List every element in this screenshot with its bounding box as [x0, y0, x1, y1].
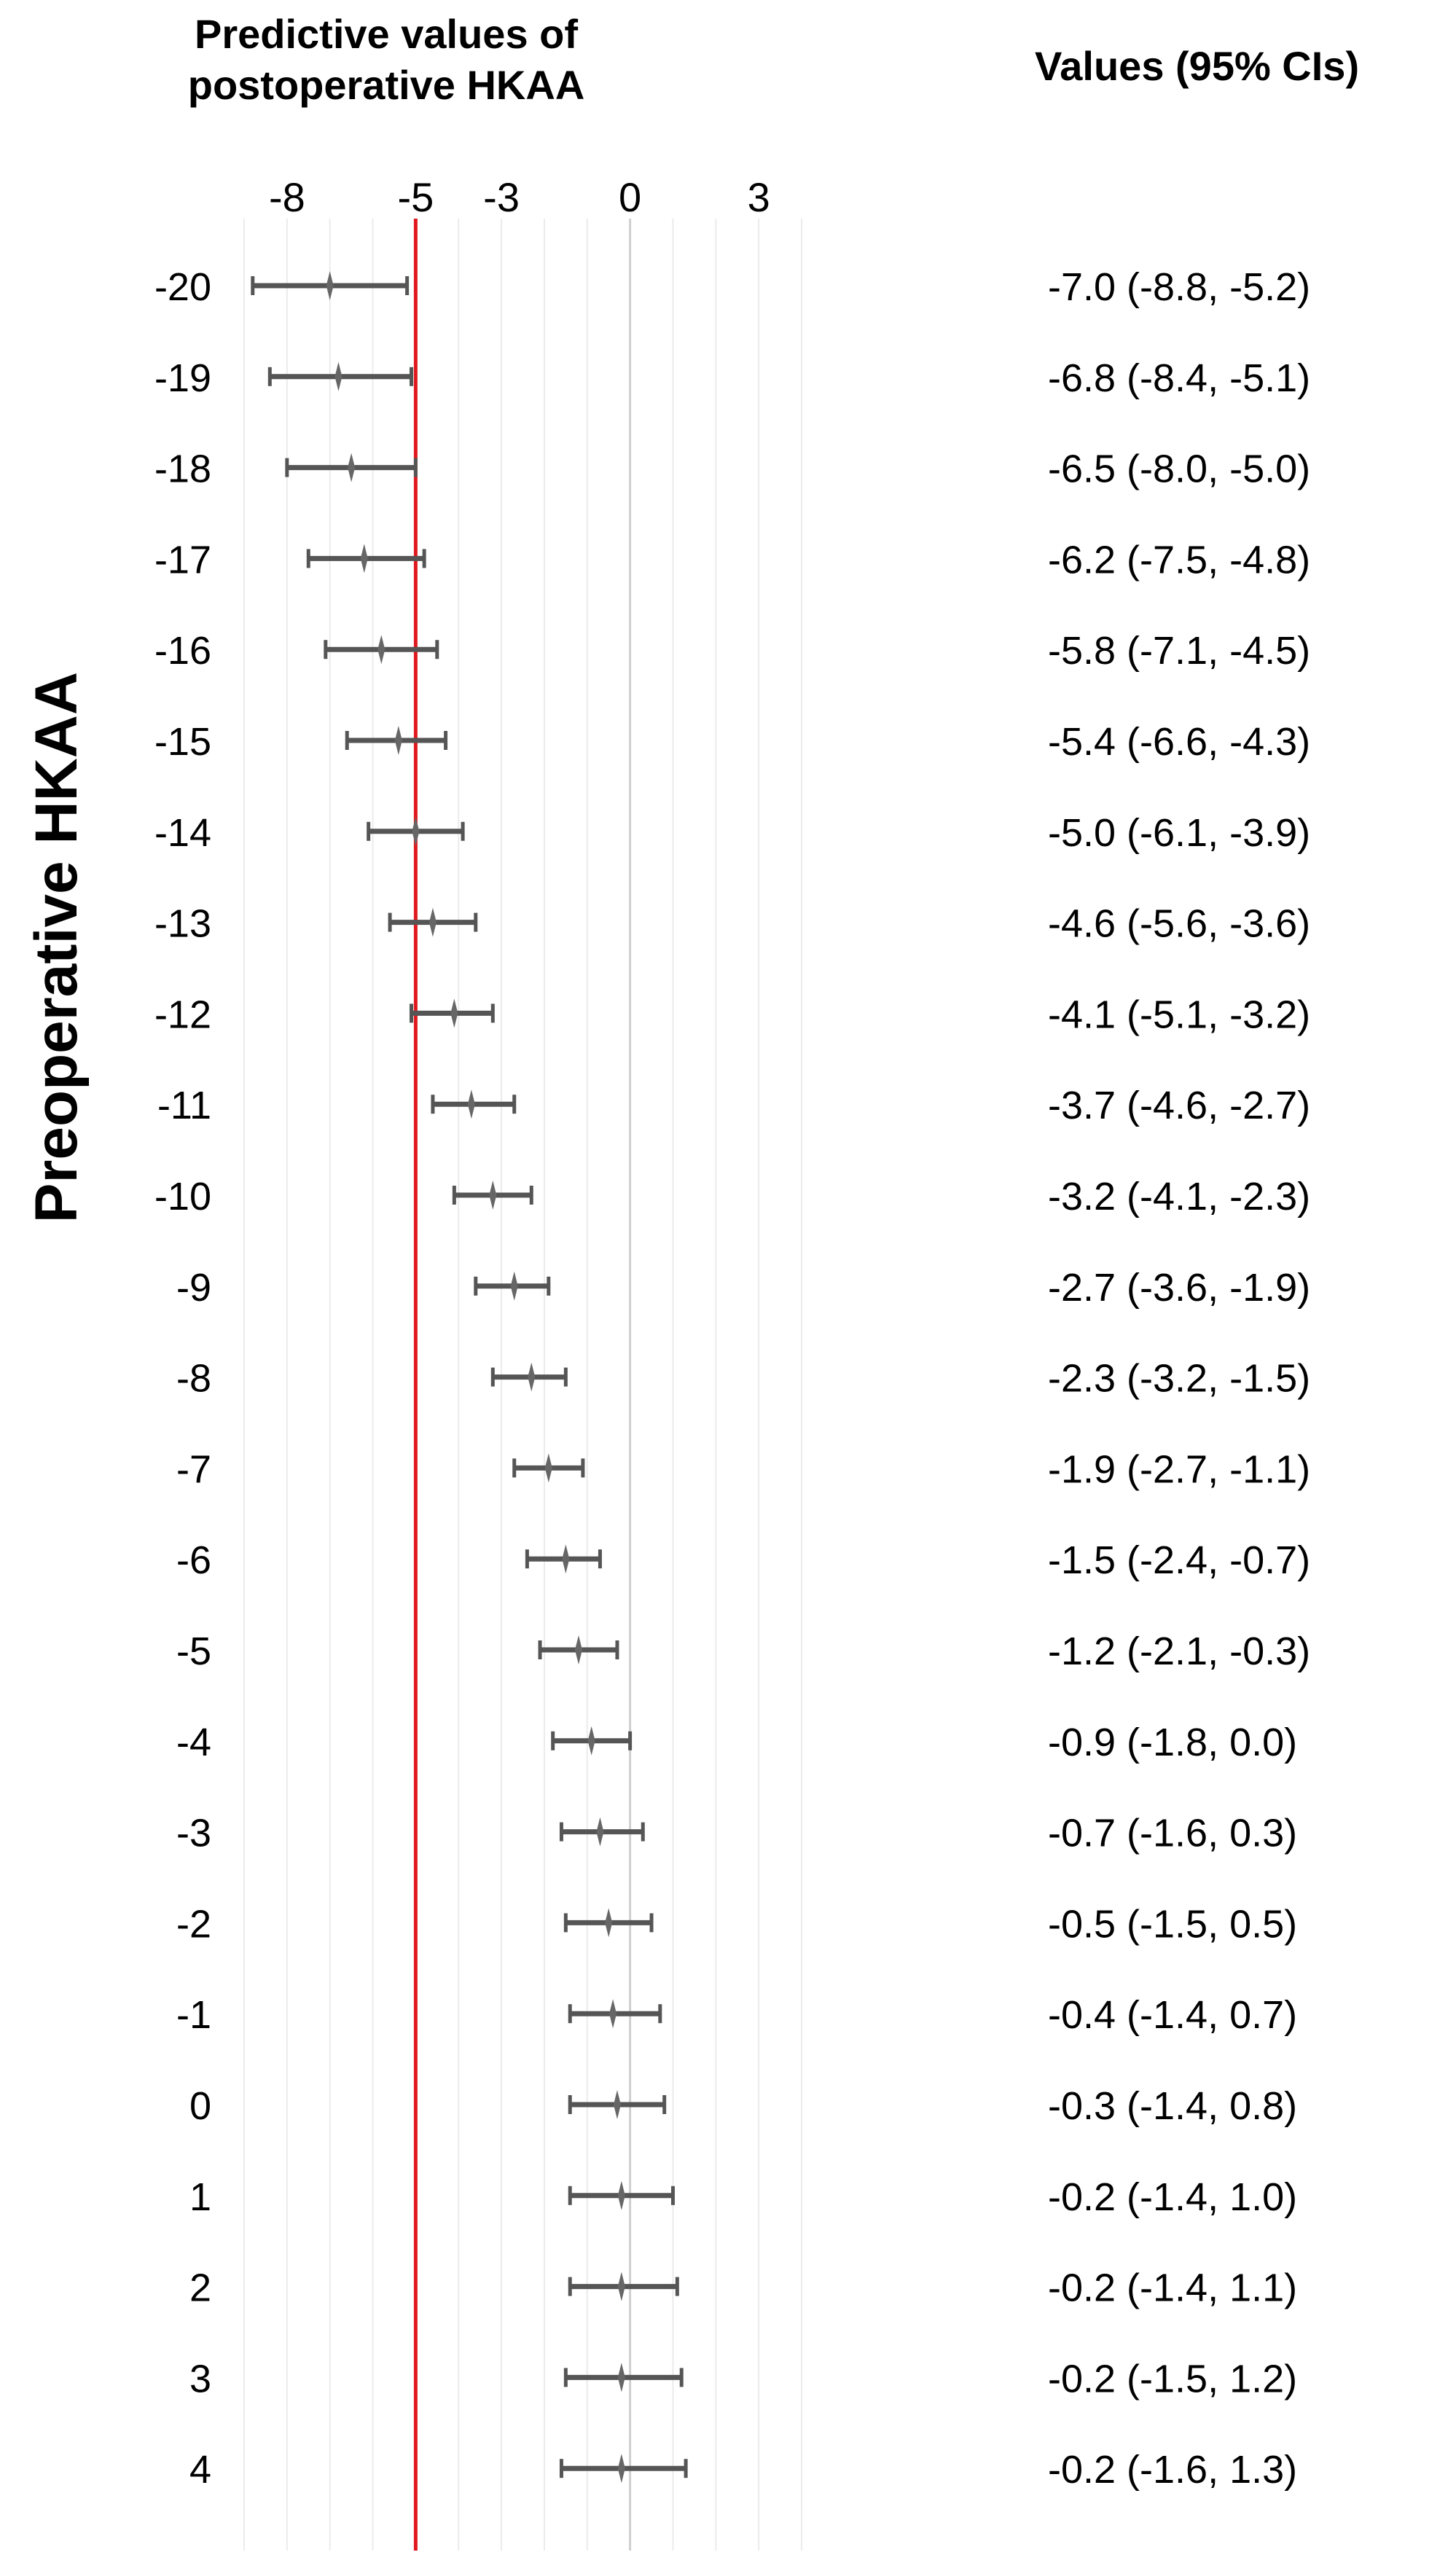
row-value-text: -2.7 (-3.6, -1.9) — [1048, 1266, 1310, 1310]
row-label: -10 — [154, 1175, 211, 1218]
chart-title: Predictive values of postoperative HKAA — [187, 11, 585, 108]
x-tick-label: -3 — [483, 174, 520, 220]
row-label: -8 — [176, 1357, 211, 1401]
row-label: -5 — [176, 1629, 211, 1673]
row-value-text: -5.8 (-7.1, -4.5) — [1048, 629, 1310, 673]
point-estimate — [596, 1817, 604, 1847]
row-label: -16 — [154, 629, 211, 673]
row-label: -15 — [154, 720, 211, 764]
row-label: -19 — [154, 356, 211, 400]
point-estimate — [428, 907, 437, 937]
row-value-text: -3.2 (-4.1, -2.3) — [1048, 1175, 1310, 1218]
row-label: -12 — [154, 993, 211, 1036]
point-estimate — [617, 2454, 625, 2484]
row-label: -7 — [176, 1447, 211, 1491]
x-tick-label: 0 — [619, 174, 641, 220]
point-estimate — [587, 1726, 595, 1756]
point-estimate — [544, 1453, 552, 1483]
row-label: 0 — [189, 2084, 211, 2128]
point-estimate — [326, 271, 334, 300]
point-estimate — [394, 726, 402, 755]
row-value-text: -7.0 (-8.8, -5.2) — [1048, 265, 1310, 309]
point-estimate — [334, 361, 343, 391]
row-label: 1 — [189, 2175, 211, 2219]
row-label: -9 — [176, 1266, 211, 1310]
point-estimate — [467, 1089, 475, 1119]
row-label: -1 — [176, 1993, 211, 2037]
point-estimate — [617, 2272, 625, 2301]
row-label: -2 — [176, 1902, 211, 1946]
point-estimate — [617, 2180, 625, 2210]
row-value-text: -6.5 (-8.0, -5.0) — [1048, 447, 1310, 491]
row-value-text: -0.4 (-1.4, 0.7) — [1048, 1993, 1297, 2037]
row-value-text: -6.8 (-8.4, -5.1) — [1048, 356, 1310, 400]
point-estimate — [613, 2090, 621, 2119]
row-value-text: -3.7 (-4.6, -2.7) — [1048, 1084, 1310, 1127]
row-value-text: -0.5 (-1.5, 0.5) — [1048, 1902, 1297, 1946]
point-estimate — [562, 1544, 570, 1574]
row-label: -18 — [154, 447, 211, 491]
row-label: -17 — [154, 538, 211, 582]
row-label: -11 — [157, 1084, 211, 1127]
point-estimate — [609, 1999, 617, 2029]
x-tick-label: -8 — [269, 174, 305, 220]
point-estimate — [528, 1362, 536, 1392]
row-value-text: -0.3 (-1.4, 0.8) — [1048, 2084, 1297, 2128]
row-value-text: -0.2 (-1.6, 1.3) — [1048, 2448, 1297, 2492]
row-value-text: -1.2 (-2.1, -0.3) — [1048, 1629, 1310, 1673]
row-value-text: -1.5 (-2.4, -0.7) — [1048, 1538, 1310, 1582]
row-label: -14 — [154, 811, 211, 855]
row-label: -4 — [176, 1721, 211, 1764]
row-label: 2 — [189, 2266, 211, 2310]
row-label: 3 — [189, 2357, 211, 2400]
x-tick-label: -5 — [397, 174, 434, 220]
point-estimate — [617, 2363, 625, 2392]
point-estimate — [360, 544, 368, 574]
row-value-text: -5.0 (-6.1, -3.9) — [1048, 811, 1310, 855]
row-value-text: -0.7 (-1.6, 0.3) — [1048, 1812, 1297, 1855]
x-tick-label: 3 — [748, 174, 770, 220]
point-estimate — [510, 1271, 518, 1301]
row-value-text: -5.4 (-6.6, -4.3) — [1048, 720, 1310, 764]
row-value-text: -1.9 (-2.7, -1.1) — [1048, 1447, 1310, 1491]
row-value-text: -2.3 (-3.2, -1.5) — [1048, 1357, 1310, 1401]
row-value-text: -0.2 (-1.5, 1.2) — [1048, 2357, 1297, 2400]
row-value-text: -0.2 (-1.4, 1.0) — [1048, 2175, 1297, 2219]
row-value-text: -4.6 (-5.6, -3.6) — [1048, 902, 1310, 946]
row-value-text: -6.2 (-7.5, -4.8) — [1048, 538, 1310, 582]
row-value-text: -0.9 (-1.8, 0.0) — [1048, 1721, 1297, 1764]
values-column-header: Values (95% CIs) — [1035, 43, 1360, 89]
row-label: -6 — [176, 1538, 211, 1582]
row-label: 4 — [189, 2448, 211, 2492]
row-label: -13 — [154, 902, 211, 946]
point-estimate — [348, 453, 356, 482]
point-estimate — [605, 1908, 613, 1938]
point-estimate — [489, 1181, 497, 1210]
row-label: -20 — [154, 265, 211, 309]
point-estimate — [575, 1635, 582, 1664]
row-label: -3 — [176, 1812, 211, 1855]
row-value-text: -4.1 (-5.1, -3.2) — [1048, 993, 1310, 1036]
point-estimate — [450, 998, 458, 1028]
row-value-text: -0.2 (-1.4, 1.1) — [1048, 2266, 1297, 2310]
point-estimate — [412, 816, 420, 846]
point-estimate — [377, 635, 385, 665]
